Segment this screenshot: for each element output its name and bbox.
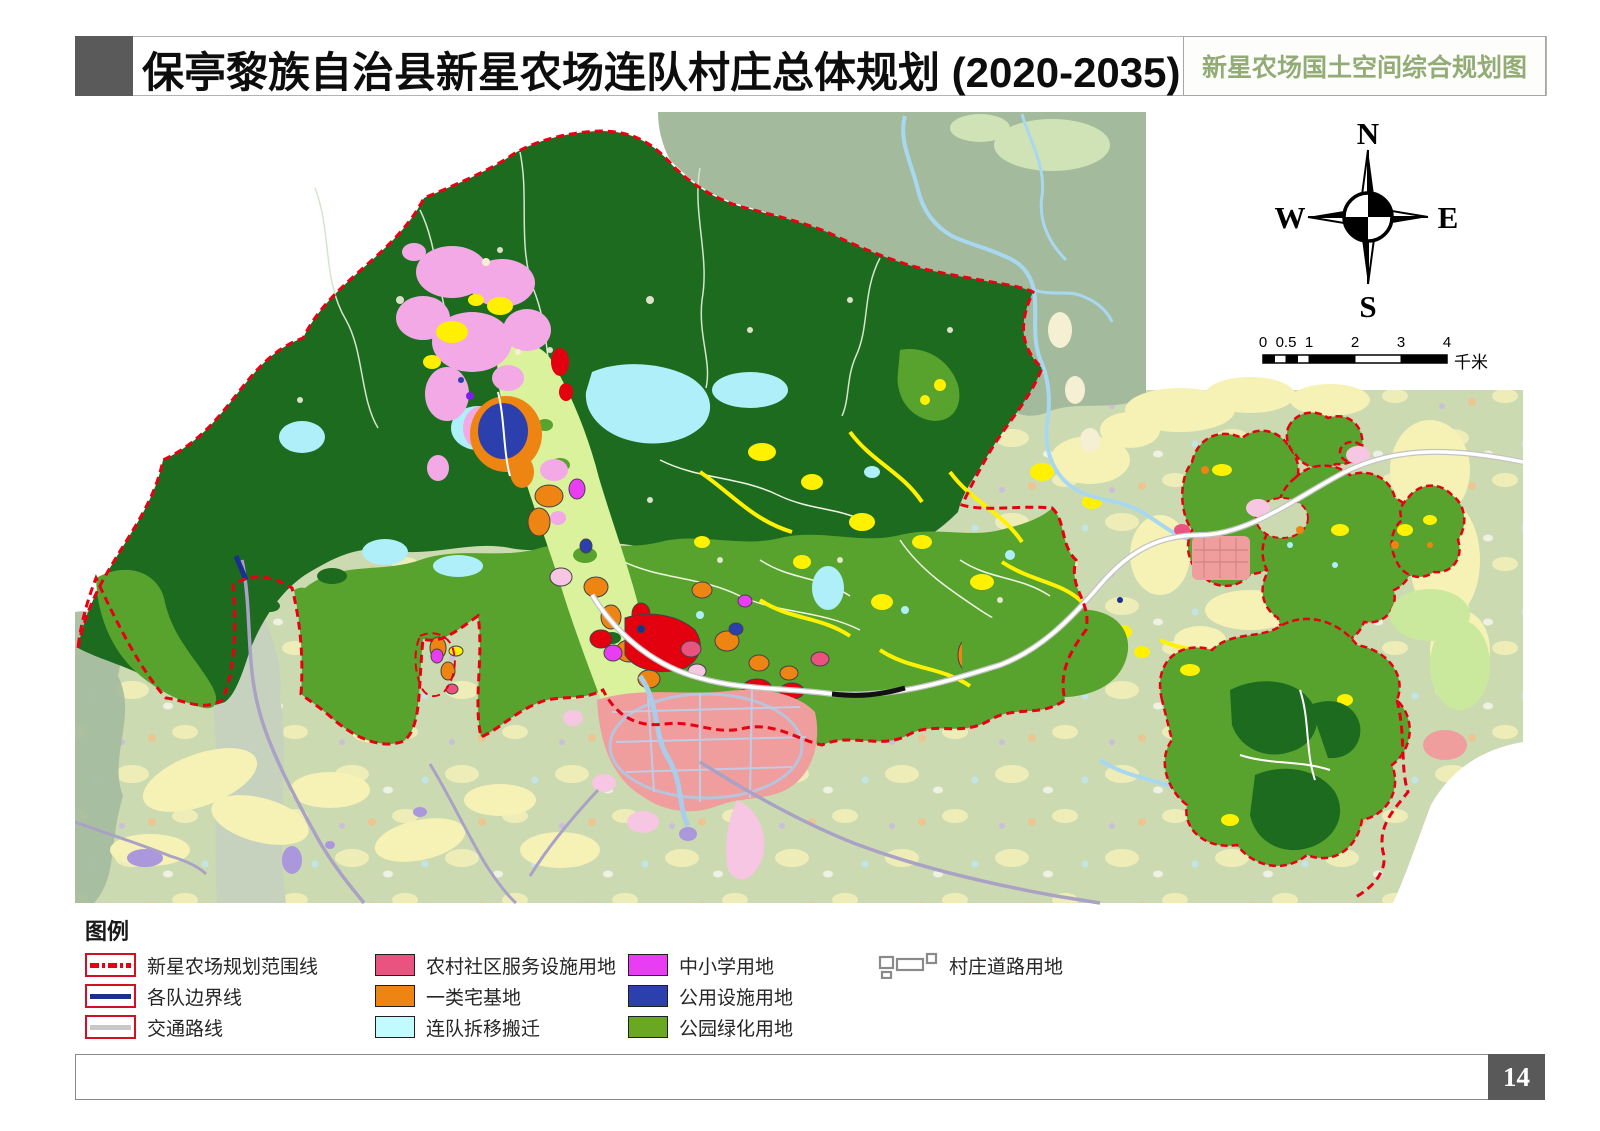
legend-road-item: 村庄道路用地 [878, 952, 1064, 979]
traffic-roads [75, 559, 1101, 905]
header-accent-square [75, 36, 133, 96]
scale-tick: 4 [1443, 334, 1451, 351]
legend-area-item: 中小学用地 [628, 954, 775, 978]
legend-label: 一类宅基地 [426, 987, 522, 1009]
scale-tick: 0 [1259, 334, 1267, 351]
scale-tick: 3 [1397, 334, 1405, 351]
reservoir [470, 391, 542, 488]
clearing-dots [297, 247, 1003, 603]
legend-area-item: 连队拆移搬迁 [375, 1016, 541, 1040]
legend-line-item: 各队边界线 [85, 984, 243, 1009]
legend-label: 交通路线 [147, 1018, 224, 1040]
legend-area-item: 公园绿化用地 [628, 1016, 794, 1040]
legend-line-item: 新星农场规划范围线 [85, 953, 319, 978]
scale-tick: 2 [1351, 334, 1359, 351]
legend-area-item: 公用设施用地 [628, 985, 794, 1009]
legend-line-item: 交通路线 [85, 1015, 224, 1040]
header: 保亭黎族自治县新星农场连队村庄总体规划 (2020-2035) 新星农场国土空间… [75, 36, 1547, 96]
legend-label: 公园绿化用地 [679, 1018, 794, 1040]
highway [589, 448, 1523, 698]
color-swatch [628, 985, 668, 1007]
line-swatch [85, 1015, 136, 1039]
planning-boundary [76, 129, 1410, 900]
compass-rose: N S W E [1275, 116, 1459, 324]
legend-label: 村庄道路用地 [949, 956, 1064, 978]
color-swatch [628, 954, 668, 976]
footer-bar [75, 1054, 1489, 1100]
lavender-patches [127, 807, 427, 874]
legend-label: 中小学用地 [679, 956, 775, 978]
color-swatch [628, 1016, 668, 1038]
legend-label: 新星农场规划范围线 [147, 956, 319, 978]
village-road-icon [878, 952, 938, 979]
color-swatch [375, 985, 415, 1007]
color-swatch [375, 954, 415, 976]
legend-label: 各队边界线 [147, 987, 243, 1009]
legend-label: 公用设施用地 [679, 987, 794, 1009]
settlement-cluster [396, 243, 573, 525]
line-swatch [85, 984, 136, 1008]
team-boundary-line [233, 555, 249, 581]
legend-label: 连队拆移搬迁 [426, 1018, 541, 1040]
legend-area-item: 一类宅基地 [375, 985, 522, 1009]
page-number: 14 [1488, 1054, 1545, 1100]
page-title: 保亭黎族自治县新星农场连队村庄总体规划 (2020-2035) [142, 49, 1181, 96]
compass-south-label: S [1359, 289, 1376, 324]
compass-north-label: N [1357, 116, 1379, 151]
legend-label: 农村社区服务设施用地 [426, 956, 617, 978]
scale-tick: 1 [1305, 334, 1313, 351]
compass-east-label: E [1438, 200, 1459, 235]
legend-area-item: 农村社区服务设施用地 [375, 954, 617, 978]
town-area [563, 608, 1129, 880]
map-edge-wedge [1393, 742, 1523, 903]
legend-title: 图例 [85, 919, 130, 944]
scale-unit: 千米 [1454, 353, 1488, 372]
scale-bar: 0 0.5 1 2 3 4 千米 [1259, 334, 1488, 372]
compass-west-label: W [1275, 200, 1306, 235]
scale-tick: 0.5 [1276, 334, 1297, 351]
map-sheet-label: 新星农场国土空间综合规划图 [1183, 36, 1546, 96]
boundary-dash-swatch [85, 953, 136, 977]
color-swatch [375, 1016, 415, 1038]
